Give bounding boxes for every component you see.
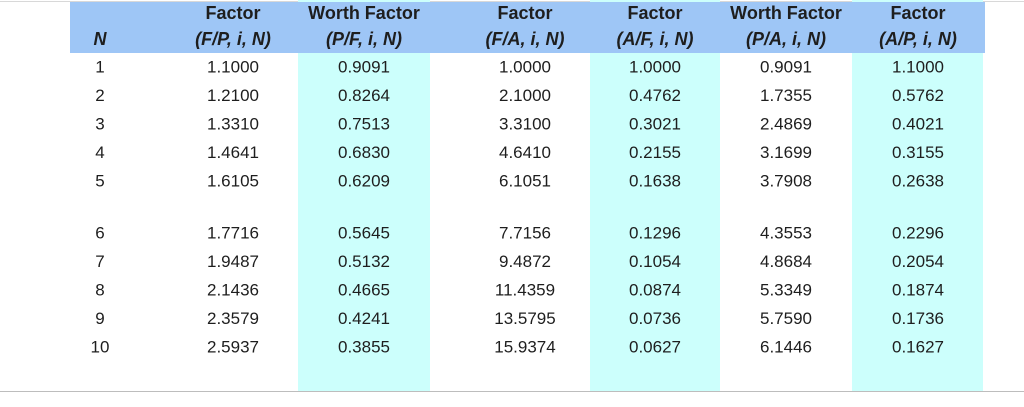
- cell: 0.1736: [892, 309, 944, 328]
- cell: 4.6410: [499, 143, 551, 162]
- header-band: [70, 2, 985, 53]
- cell: 0.3155: [892, 143, 944, 162]
- cell: 0.3855: [338, 337, 390, 356]
- cell: 1.0000: [629, 57, 681, 76]
- row-label: 10: [91, 337, 110, 356]
- cell: 1.3310: [207, 114, 259, 133]
- cell: 0.0736: [629, 309, 681, 328]
- cell: 0.4665: [338, 280, 390, 299]
- cell: 0.8264: [338, 86, 390, 105]
- column-shade: [298, 0, 430, 391]
- cell: 1.7716: [207, 223, 259, 242]
- cell: 0.1874: [892, 280, 944, 299]
- cell: 0.6830: [338, 143, 390, 162]
- row-label: 8: [95, 280, 104, 299]
- column-notation: (P/A, i, N): [746, 29, 826, 49]
- column-title: Factor: [497, 3, 552, 23]
- cell: 0.4762: [629, 86, 681, 105]
- cell: 0.5645: [338, 223, 390, 242]
- cell: 1.2100: [207, 86, 259, 105]
- cell: 1.1000: [892, 57, 944, 76]
- cell: 0.7513: [338, 114, 390, 133]
- cell: 2.5937: [207, 337, 259, 356]
- row-label: 7: [95, 252, 104, 271]
- cell: 0.1054: [629, 252, 681, 271]
- cell: 4.8684: [760, 252, 812, 271]
- cell: 2.3579: [207, 309, 259, 328]
- cell: 2.4869: [760, 114, 812, 133]
- cell: 0.2638: [892, 171, 944, 190]
- column-header: N: [94, 29, 108, 49]
- column-notation: (P/F, i, N): [326, 29, 402, 49]
- row-label: 1: [95, 57, 104, 76]
- column-title: Worth Factor: [308, 3, 420, 23]
- column-shade: [590, 0, 720, 391]
- cell: 7.7156: [499, 223, 551, 242]
- column-title: Factor: [890, 3, 945, 23]
- cell: 5.3349: [760, 280, 812, 299]
- row-label: 3: [95, 114, 104, 133]
- column-notation: (A/P, i, N): [879, 29, 957, 49]
- cell: 15.9374: [494, 337, 555, 356]
- column-title: Factor: [205, 3, 260, 23]
- row-label: 9: [95, 309, 104, 328]
- cell: 1.1000: [207, 57, 259, 76]
- cell: 0.1638: [629, 171, 681, 190]
- cell: 0.3021: [629, 114, 681, 133]
- cell: 6.1446: [760, 337, 812, 356]
- cell: 0.0874: [629, 280, 681, 299]
- cell: 0.2155: [629, 143, 681, 162]
- cell: 6.1051: [499, 171, 551, 190]
- cell: 0.1627: [892, 337, 944, 356]
- cell: 1.9487: [207, 252, 259, 271]
- cell: 3.1699: [760, 143, 812, 162]
- cell: 13.5795: [494, 309, 555, 328]
- cell: 4.3553: [760, 223, 812, 242]
- cell: 9.4872: [499, 252, 551, 271]
- cell: 2.1436: [207, 280, 259, 299]
- column-notation: (F/A, i, N): [486, 29, 565, 49]
- cell: 3.3100: [499, 114, 551, 133]
- column-notation: (F/P, i, N): [195, 29, 271, 49]
- cell: 1.4641: [207, 143, 259, 162]
- column-notation: (A/F, i, N): [617, 29, 694, 49]
- cell: 3.7908: [760, 171, 812, 190]
- column-title: Factor: [627, 3, 682, 23]
- cell: 0.4241: [338, 309, 390, 328]
- column-title: Worth Factor: [730, 3, 842, 23]
- cell: 0.6209: [338, 171, 390, 190]
- cell: 0.2296: [892, 223, 944, 242]
- row-label: 5: [95, 171, 104, 190]
- column-shade: [852, 0, 983, 391]
- cell: 0.0627: [629, 337, 681, 356]
- row-label: 6: [95, 223, 104, 242]
- cell: 0.5132: [338, 252, 390, 271]
- cell: 0.4021: [892, 114, 944, 133]
- cell: 0.9091: [338, 57, 390, 76]
- cell: 1.0000: [499, 57, 551, 76]
- cell: 1.6105: [207, 171, 259, 190]
- cell: 1.7355: [760, 86, 812, 105]
- row-label: 4: [95, 143, 104, 162]
- cell: 5.7590: [760, 309, 812, 328]
- cell: 0.9091: [760, 57, 812, 76]
- cell: 11.4359: [495, 280, 555, 299]
- cell: 0.2054: [892, 252, 944, 271]
- row-label: 2: [95, 86, 104, 105]
- cell: 2.1000: [499, 86, 551, 105]
- cell: 0.5762: [892, 86, 944, 105]
- cell: 0.1296: [629, 223, 681, 242]
